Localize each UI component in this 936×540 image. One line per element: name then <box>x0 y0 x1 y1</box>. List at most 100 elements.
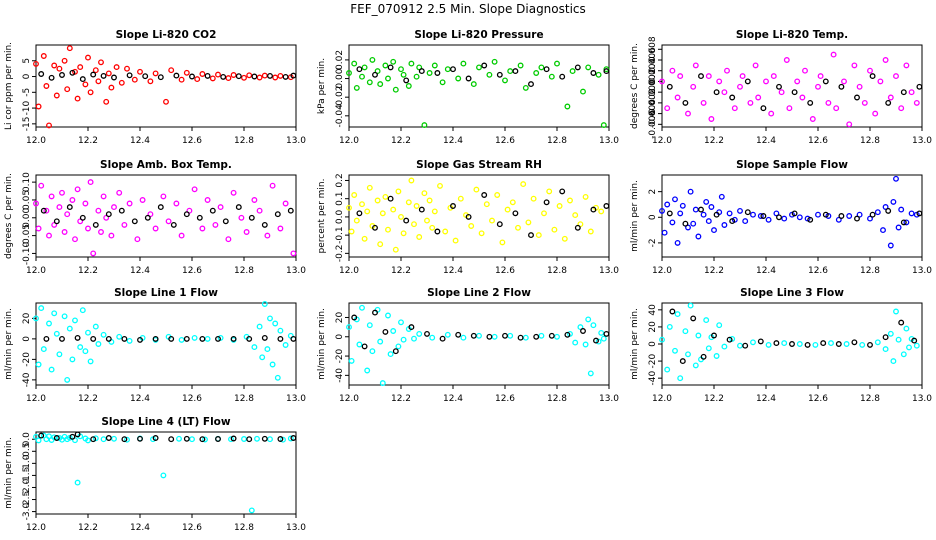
y-tick-label: 0.10 <box>22 172 32 192</box>
data-point-colored <box>225 75 232 82</box>
data-point-colored <box>895 336 902 343</box>
data-point-colored <box>739 73 746 80</box>
data-point-black <box>666 83 673 90</box>
data-point-black <box>590 70 597 76</box>
y-tick-label: 0.0 <box>335 209 345 224</box>
data-point-colored <box>538 64 545 71</box>
data-point-colored <box>431 62 438 69</box>
y-tick-label: 20 <box>335 311 345 323</box>
data-point-black <box>183 435 190 442</box>
data-point-colored <box>225 236 232 243</box>
data-point-black <box>679 358 686 365</box>
data-point-black <box>820 340 827 347</box>
data-point-black <box>822 211 829 218</box>
data-point-black <box>776 214 782 221</box>
data-point-colored <box>483 201 490 208</box>
data-point-black <box>744 78 751 85</box>
chart-title: Slope Line 2 Flow <box>427 287 531 299</box>
data-point-black <box>854 94 860 101</box>
x-tick-label: 12.6 <box>808 266 828 276</box>
data-point-black <box>274 211 281 218</box>
data-point-black <box>486 333 493 340</box>
data-point-black <box>100 72 107 79</box>
data-point-colored <box>69 197 76 203</box>
data-point-colored <box>768 110 775 117</box>
data-point-black <box>776 83 782 90</box>
data-point-colored <box>721 222 728 228</box>
data-point-black <box>455 331 462 338</box>
data-point-colored <box>692 362 699 369</box>
data-point-colored <box>815 211 821 218</box>
data-point-black <box>434 228 441 235</box>
data-point-colored <box>416 64 423 71</box>
y-tick-label: -40 <box>648 371 658 386</box>
data-point-colored <box>178 336 185 343</box>
y-tick-label: 0.008 <box>648 36 658 62</box>
data-point-colored <box>695 332 702 339</box>
data-point-colored <box>87 89 94 96</box>
data-point-colored <box>33 315 39 322</box>
data-point-colored <box>256 323 263 330</box>
data-point-black <box>361 343 368 350</box>
x-tick-label: 12.8 <box>860 266 880 276</box>
data-point-colored <box>178 76 185 83</box>
data-point-colored <box>429 334 436 341</box>
data-point-colored <box>587 228 594 235</box>
y-tick-label: -0.10 <box>22 242 32 266</box>
data-point-colored <box>802 67 808 74</box>
y-tick-label: 2 <box>648 189 658 195</box>
data-point-colored <box>238 214 245 221</box>
y-tick-label: 0.2 <box>335 173 345 187</box>
data-point-colored <box>356 341 363 348</box>
data-point-black <box>230 435 237 442</box>
data-point-colored <box>359 201 365 208</box>
y-tick-label: -0.004 <box>648 99 658 128</box>
data-point-colored <box>212 221 219 228</box>
data-point-colored <box>522 84 529 91</box>
data-point-black <box>356 210 363 217</box>
data-point-colored <box>747 99 754 106</box>
data-point-black <box>38 71 45 77</box>
data-point-colored <box>53 92 60 99</box>
data-point-black <box>867 341 873 348</box>
data-point-black <box>59 335 65 342</box>
x-tick-label: 12.4 <box>756 394 776 404</box>
chart-panel: Slope Line 3 Flow 12.0 12.2 12.4 12.6 12.8 13.… <box>630 287 932 404</box>
data-point-colored <box>887 330 894 337</box>
data-point-colored <box>677 73 684 80</box>
data-point-colored <box>900 351 907 358</box>
plot-frame <box>661 302 923 386</box>
chart-title: Slope Gas Stream RH <box>416 159 542 171</box>
data-point-colored <box>729 335 736 342</box>
data-point-colored <box>269 182 276 189</box>
data-point-colored <box>577 324 584 331</box>
data-point-colored <box>51 434 58 441</box>
data-point-black <box>105 211 112 218</box>
data-point-colored <box>215 71 221 78</box>
data-point-colored <box>387 351 394 358</box>
x-tick-label: 12.2 <box>704 136 724 146</box>
data-point-colored <box>243 229 250 235</box>
data-point-colored <box>742 218 749 225</box>
x-tick-label: 12.6 <box>495 136 515 146</box>
x-tick-label: 12.2 <box>391 136 411 146</box>
data-point-colored <box>796 214 803 221</box>
x-tick-label: 12.6 <box>182 136 202 146</box>
data-point-colored <box>687 302 694 309</box>
x-tick-label: 12.6 <box>808 136 828 146</box>
y-tick-label: 0.004 <box>648 58 658 84</box>
data-point-colored <box>846 213 853 219</box>
data-point-colored <box>460 334 467 341</box>
y-axis-label: kPa per min. <box>317 58 327 114</box>
data-point-colored <box>470 81 477 88</box>
x-tick-label: 12.4 <box>130 266 150 276</box>
data-point-black <box>713 89 720 96</box>
data-point-colored <box>100 331 107 338</box>
data-point-colored <box>572 212 579 219</box>
data-point-colored <box>92 67 99 74</box>
data-point-colored <box>82 200 89 207</box>
data-point-black <box>372 224 378 231</box>
data-point-black <box>512 210 519 217</box>
chart-panel: Slope Amb. Box Temp. 12.0 12.2 12.4 12.6 12.8… <box>4 159 306 276</box>
data-point-colored <box>880 227 886 234</box>
